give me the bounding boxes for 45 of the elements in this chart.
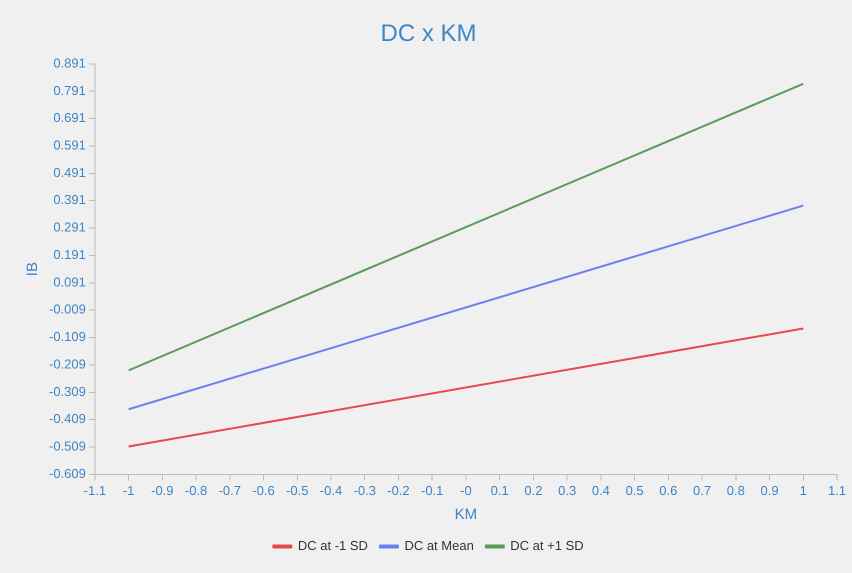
x-tick-label: 0.7 xyxy=(693,482,712,498)
y-tick-label: 0.791 xyxy=(53,82,86,98)
x-tick-label: 0.9 xyxy=(760,482,779,498)
legend-label: DC at -1 SD xyxy=(298,538,368,554)
x-tick-label: -0.5 xyxy=(286,482,308,498)
y-tick-label: -0.409 xyxy=(48,411,86,426)
x-tick-label: 0.3 xyxy=(558,482,576,498)
y-tick-label: 0.391 xyxy=(53,192,86,208)
y-tick-label: 0.191 xyxy=(53,246,86,262)
y-tick-label: 0.291 xyxy=(53,220,86,235)
y-axis-title: IB xyxy=(24,262,42,276)
x-tick-label: 1.1 xyxy=(828,482,846,498)
x-tick-label: -0.2 xyxy=(387,482,410,498)
x-tick-label: -1 xyxy=(122,482,134,498)
x-tick-label: -0.8 xyxy=(184,482,208,498)
y-tick-label: -0.109 xyxy=(48,329,86,344)
y-tick-label: 0.591 xyxy=(53,138,86,152)
x-tick-label: -1.1 xyxy=(84,482,106,498)
x-tick-label: 0.6 xyxy=(659,482,678,498)
y-tick-label: -0.609 xyxy=(48,466,86,481)
y-tick-label: -0.209 xyxy=(48,356,86,372)
legend-label: DC at Mean xyxy=(404,538,474,554)
x-tick-label: -0.9 xyxy=(151,482,174,498)
x-tick-label: -0 xyxy=(460,482,472,498)
x-axis-title: KM xyxy=(454,506,478,524)
y-tick-label: -0.309 xyxy=(48,384,86,399)
x-tick-label: 0.1 xyxy=(490,482,509,498)
chart-title: DC x KM xyxy=(380,20,476,48)
x-tick-label: 0.8 xyxy=(726,482,745,498)
legend-label: DC at +1 SD xyxy=(510,538,584,554)
y-tick-label: 0.491 xyxy=(53,164,86,180)
x-tick-label: 0.2 xyxy=(524,482,542,498)
x-tick-label: -0.1 xyxy=(420,482,444,498)
y-tick-label: 0.891 xyxy=(53,55,86,70)
x-tick-label: -0.4 xyxy=(320,482,342,498)
x-tick-label: 1 xyxy=(800,482,807,498)
x-tick-label: -0.6 xyxy=(252,482,275,498)
x-tick-label: -0.7 xyxy=(218,482,241,498)
y-tick-label: 0.091 xyxy=(53,274,86,290)
y-tick-label: -0.009 xyxy=(48,302,86,317)
y-tick-label: 0.691 xyxy=(53,110,86,126)
y-tick-label: -0.509 xyxy=(48,438,86,454)
x-tick-label: -0.3 xyxy=(354,482,376,498)
x-tick-label: 0.4 xyxy=(592,482,610,498)
x-tick-label: 0.5 xyxy=(626,482,644,498)
